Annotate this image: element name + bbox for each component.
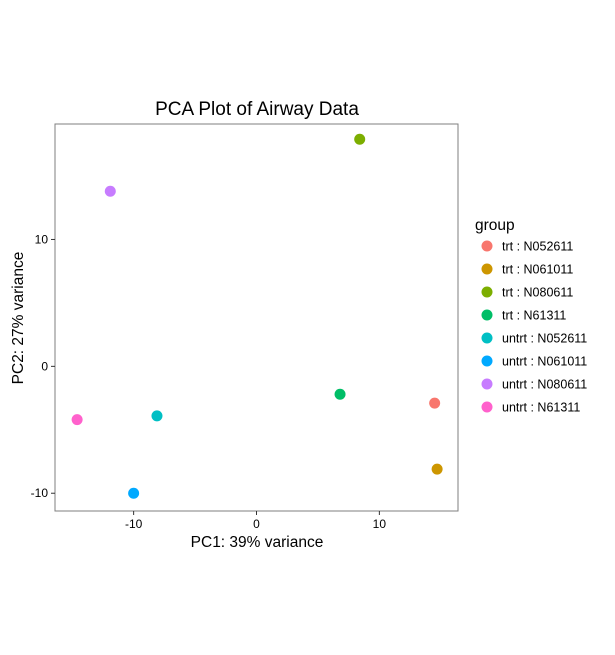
data-point	[334, 388, 346, 400]
data-point	[71, 414, 83, 426]
legend-swatch	[481, 378, 493, 390]
legend-label: trt : N61311	[502, 309, 566, 323]
x-tick-label: 0	[253, 517, 260, 531]
legend-label: untrt : N061011	[502, 355, 587, 369]
legend-swatch	[481, 401, 493, 413]
data-point	[104, 185, 116, 197]
legend-swatch	[481, 263, 493, 275]
data-point	[429, 397, 441, 409]
y-tick-label: 10	[35, 232, 49, 246]
data-point	[128, 487, 140, 499]
plot-panel	[54, 123, 459, 512]
x-tick-label: -10	[125, 517, 143, 531]
legend-swatch	[481, 355, 493, 367]
legend-label: trt : N080611	[502, 286, 573, 300]
x-axis-label: PC1: 39% variance	[191, 534, 324, 551]
data-point	[151, 410, 163, 422]
legend-swatch	[481, 286, 493, 298]
legend-label: trt : N061011	[502, 263, 573, 277]
y-axis-label: PC2: 27% variance	[10, 252, 27, 385]
data-points	[71, 133, 443, 499]
legend-swatch	[481, 240, 493, 252]
legend-label: untrt : N052611	[502, 332, 587, 346]
legend-title: group	[475, 217, 515, 234]
legend-label: untrt : N61311	[502, 401, 580, 415]
legend-items: trt : N052611 trt : N061011 trt : N080611 t…	[481, 240, 587, 415]
axis-ticks: -10 0 10 -10 0 10	[31, 232, 387, 531]
x-tick-label: 10	[373, 517, 387, 531]
legend-swatch	[481, 332, 493, 344]
legend-swatch	[481, 309, 493, 321]
data-point	[431, 463, 443, 475]
legend-label: trt : N052611	[502, 240, 573, 254]
chart-title: PCA Plot of Airway Data	[155, 99, 359, 120]
y-tick-label: 0	[41, 359, 48, 373]
y-tick-label: -10	[31, 486, 49, 500]
legend-label: untrt : N080611	[502, 378, 587, 392]
data-point	[354, 133, 366, 145]
